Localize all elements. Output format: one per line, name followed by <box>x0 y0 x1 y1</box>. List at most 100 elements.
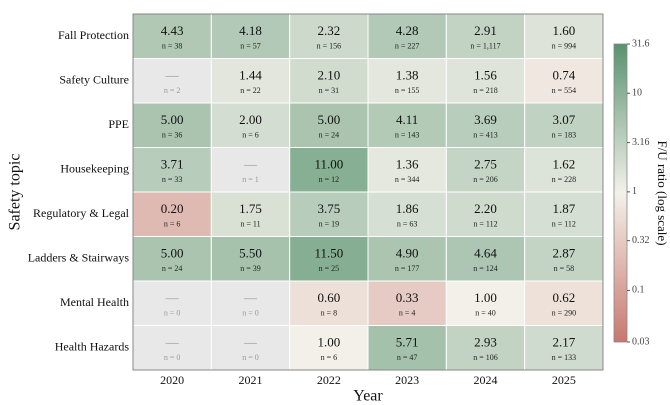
heatmap-cell <box>524 102 604 148</box>
y-tick-label: Health Hazards <box>55 340 130 354</box>
cell-count-label: n = 344 <box>395 175 420 184</box>
heatmap-cell <box>367 191 447 237</box>
heatmap-cell <box>210 147 291 193</box>
heatmap-cell <box>289 191 369 237</box>
cell-count-label: n = 554 <box>552 86 577 95</box>
cell-value-label: — <box>165 290 180 305</box>
cell-count-label: n = 0 <box>164 308 181 317</box>
cell-value-label: 11.00 <box>314 156 343 171</box>
cell-count-label: n = 413 <box>473 130 498 139</box>
x-tick-label: 2023 <box>395 373 419 387</box>
cell-value-label: 2.20 <box>474 201 497 216</box>
heatmap-cell <box>445 325 526 371</box>
colorbar-tick-label: 10 <box>632 88 642 99</box>
cell-count-label: n = 6 <box>164 219 181 228</box>
cell-count-label: n = 57 <box>240 41 261 50</box>
heatmap-cell <box>445 147 526 193</box>
cell-count-label: n = 0 <box>242 308 259 317</box>
colorbar-tick-label: 1 <box>632 186 637 197</box>
heatmap-cell <box>132 325 212 371</box>
cell-count-label: n = 38 <box>162 41 183 50</box>
cell-count-label: n = 1 <box>242 175 259 184</box>
cell-count-label: n = 63 <box>397 219 418 228</box>
cell-count-label: n = 143 <box>395 130 420 139</box>
cell-count-label: n = 112 <box>473 219 497 228</box>
y-tick-label: Mental Health <box>60 295 129 309</box>
cell-value-label: 0.62 <box>552 290 575 305</box>
cell-value-label: 2.75 <box>474 156 497 171</box>
heatmap-cell <box>132 191 212 237</box>
cell-value-label: 5.00 <box>161 245 184 260</box>
cell-value-label: 3.71 <box>161 156 184 171</box>
cell-count-label: n = 47 <box>397 353 418 362</box>
cell-count-label: n = 6 <box>242 130 259 139</box>
cell-value-label: 4.28 <box>396 23 419 38</box>
heatmap-cell <box>132 280 212 326</box>
cell-value-label: 2.91 <box>474 23 497 38</box>
cell-count-label: n = 156 <box>317 41 342 50</box>
cell-count-label: n = 0 <box>164 353 181 362</box>
cell-count-label: n = 994 <box>552 41 577 50</box>
y-tick-label: Housekeeping <box>60 162 129 176</box>
heatmap-cell <box>367 147 447 193</box>
cell-count-label: n = 1,117 <box>470 41 500 50</box>
heatmap-cell <box>524 325 604 371</box>
cell-value-label: 1.62 <box>552 156 575 171</box>
cell-value-label: 1.38 <box>396 67 419 82</box>
cell-value-label: 1.60 <box>552 23 575 38</box>
x-tick-label: 2021 <box>239 373 263 387</box>
cell-count-label: n = 4 <box>399 308 416 317</box>
cell-value-label: 0.33 <box>396 290 419 305</box>
cell-value-label: 1.86 <box>396 201 419 216</box>
cell-value-label: 5.00 <box>161 112 184 127</box>
y-tick-label: Fall Protection <box>58 28 129 42</box>
cell-count-label: n = 58 <box>554 264 575 273</box>
plot-border <box>132 13 604 371</box>
cell-value-label: 1.36 <box>396 156 419 171</box>
cell-value-label: — <box>165 67 180 82</box>
heatmap-cell <box>524 280 604 326</box>
cell-value-label: 2.00 <box>239 112 262 127</box>
cell-value-label: 4.90 <box>396 245 419 260</box>
heatmap-cell <box>289 147 369 193</box>
x-tick-label: 2022 <box>317 373 341 387</box>
heatmap-cell <box>289 325 369 371</box>
colorbar-tick-label: 0.1 <box>632 285 645 296</box>
heatmap-cell <box>210 58 291 104</box>
y-tick-label: Regulatory & Legal <box>33 206 130 220</box>
cell-count-label: n = 112 <box>552 219 576 228</box>
cell-value-label: 3.75 <box>317 201 340 216</box>
cell-count-label: n = 36 <box>162 130 183 139</box>
cell-count-label: n = 183 <box>552 130 577 139</box>
cell-count-label: n = 206 <box>473 175 498 184</box>
heatmap-cell <box>367 325 447 371</box>
cell-value-label: 4.43 <box>161 23 184 38</box>
cell-count-label: n = 6 <box>321 353 338 362</box>
heatmap-cell <box>524 236 604 282</box>
heatmap-cell <box>445 191 526 237</box>
colorbar-tick-label: 0.32 <box>632 235 650 246</box>
heatmap-cell <box>210 13 291 59</box>
cell-count-label: n = 39 <box>240 264 261 273</box>
cell-count-label: n = 33 <box>162 175 183 184</box>
cell-value-label: 1.00 <box>317 334 340 349</box>
cell-count-label: n = 24 <box>162 264 183 273</box>
x-tick-label: 2025 <box>552 373 576 387</box>
cell-value-label: 1.75 <box>239 201 262 216</box>
y-tick-label: Ladders & Stairways <box>28 251 130 265</box>
heatmap-cell <box>289 280 369 326</box>
cell-value-label: — <box>243 334 258 349</box>
cell-count-label: n = 155 <box>395 86 420 95</box>
heatmap-cell <box>132 13 212 59</box>
x-tick-label: 2020 <box>160 373 184 387</box>
cell-count-label: n = 22 <box>240 86 261 95</box>
cell-value-label: 11.50 <box>314 245 343 260</box>
cell-count-label: n = 19 <box>319 219 340 228</box>
cell-count-label: n = 12 <box>319 175 340 184</box>
cell-value-label: 4.18 <box>239 23 262 38</box>
colorbar-label: F/U ratio (log scale) <box>655 140 670 245</box>
cell-count-label: n = 124 <box>473 264 498 273</box>
cell-value-label: — <box>243 156 258 171</box>
cell-count-label: n = 24 <box>319 130 340 139</box>
